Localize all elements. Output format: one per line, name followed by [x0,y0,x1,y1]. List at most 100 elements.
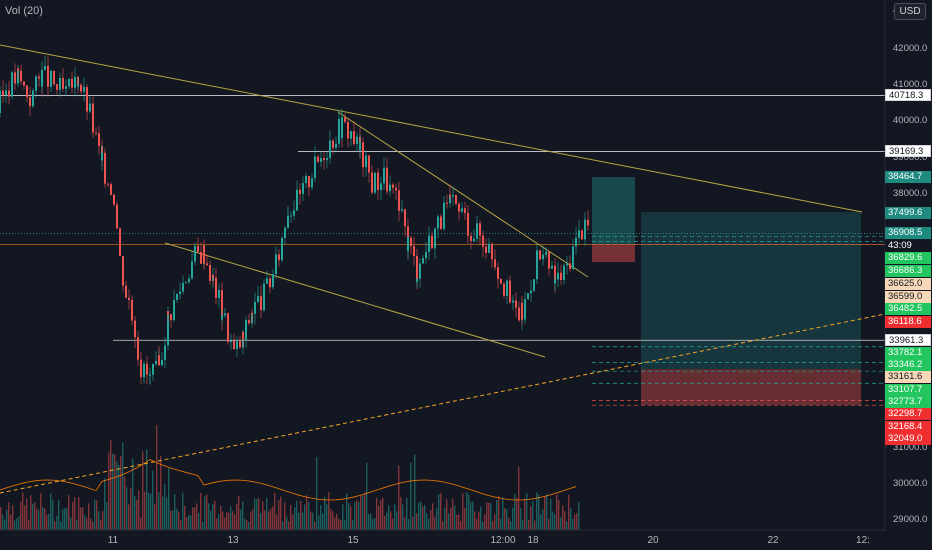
volume-bar [154,504,156,530]
volume-bar [142,451,144,530]
candle-body [404,209,406,227]
candle-body [206,263,208,266]
volume-bar [378,505,380,530]
volume-bar [502,497,504,530]
price-tag: 38464.7 [885,171,931,183]
candle-body [527,293,529,300]
candle-body [344,117,346,122]
candle-body [431,235,433,249]
volume-bar [490,503,492,530]
candle-body [44,65,46,70]
volume-bar [540,514,542,530]
volume-bar [68,495,70,530]
volume-bar [96,500,98,530]
candle-body [287,219,289,228]
candle-body [113,194,115,205]
volume-bar [484,514,486,530]
candle-body [449,194,451,197]
price-tag: 36482.5 [885,303,931,315]
candle-body [374,172,376,193]
candle-body [47,65,49,87]
volume-bar [372,519,374,530]
price-tag: 33107.7 [885,384,931,396]
volume-bar [44,508,46,530]
candle-body [245,320,247,340]
candle-body [149,374,151,376]
volume-bar [408,519,410,530]
volume-bar [238,496,240,530]
candle-body [137,337,139,360]
candle-body [356,136,358,144]
volume-bar [422,506,424,530]
candle-body [479,223,481,235]
volume-bar [54,521,56,530]
candle-body [248,320,250,324]
volume-bar [434,516,436,530]
candle-body [338,118,340,144]
volume-bar [114,454,116,530]
volume-bar [184,505,186,530]
volume-bar [2,514,4,530]
candle-body [548,251,550,269]
volume-bar [470,501,472,530]
currency-button[interactable]: USD [894,3,926,20]
candle-body [158,355,160,366]
volume-bar [384,515,386,530]
volume-bar [506,509,508,530]
candle-body [92,103,94,133]
volume-bar [6,509,8,530]
candle-body [536,250,538,280]
volume-bar [524,498,526,530]
price-tag: 36686.3 [885,265,931,277]
candle-body [308,176,310,188]
volume-bar [270,508,272,530]
volume-bar [26,498,28,530]
candle-body [104,152,106,184]
volume-bar [294,507,296,530]
candle-body [5,90,7,96]
volume-bar [32,503,34,530]
volume-bar [486,502,488,530]
candle-body [434,228,436,249]
volume-bar [510,521,512,530]
candle-body [227,313,229,343]
candle-body [410,237,412,247]
candle-body [329,140,331,159]
volume-bar [458,514,460,530]
trendline [337,111,589,278]
volume-bar [380,500,382,530]
volume-bar [22,492,24,530]
candle-body [107,183,109,185]
candle-body [569,263,571,269]
volume-indicator-label[interactable]: Vol (20) [5,5,43,17]
candle-body [68,78,70,87]
candle-body [74,76,76,88]
price-tag: 39169.3 [885,145,931,157]
candle-body [95,132,97,134]
candle-body [35,76,37,91]
candle-body [416,278,418,283]
volume-bar [150,493,152,530]
volume-bar [222,511,224,530]
candle-body [518,307,520,321]
volume-bar [420,501,422,530]
candle-body [539,250,541,260]
candle-body [512,300,514,303]
candle-body [371,182,373,193]
volume-bar [400,497,402,530]
candle-body [515,300,517,308]
candle-body [299,189,301,194]
price-tag: 32168.4 [885,421,931,433]
candle-body [503,283,505,296]
candle-body [395,187,397,191]
candle-body [122,256,124,286]
candle-body [521,302,523,320]
volume-bar [232,511,234,530]
volume-bar [554,514,556,530]
volume-bar [260,512,262,530]
candle-body [56,84,58,90]
volume-bar [566,521,568,530]
volume-bar [282,521,284,530]
candle-body [272,274,274,288]
